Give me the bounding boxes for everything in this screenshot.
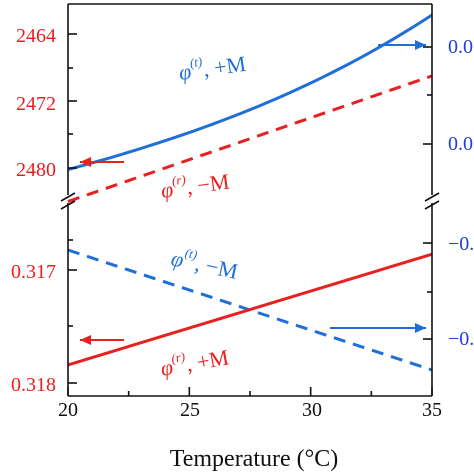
x-tick-label: 30	[302, 399, 322, 421]
left-axis-arrow	[80, 335, 124, 345]
right-tick-label: −0.	[448, 328, 474, 350]
left-tick-label: 0.317	[11, 261, 56, 283]
right-axis-arrow	[378, 40, 426, 50]
axis-break-mark	[424, 192, 440, 210]
series-label: φ(t), +M	[177, 48, 248, 85]
right-tick-label: 0.0	[448, 133, 473, 155]
x-axis-title: Temperature (°C)	[170, 446, 339, 472]
right-tick-label: 0.0	[448, 36, 473, 58]
left-tick-label: 2480	[16, 159, 56, 181]
left-axis-arrow	[80, 157, 124, 167]
series-lines	[67, 13, 433, 372]
x-tick-label: 25	[180, 399, 200, 421]
left-tick-label: 0.318	[11, 374, 56, 396]
series-line	[67, 13, 433, 172]
right-axis-arrow	[330, 323, 426, 333]
axis-ticks	[67, 33, 433, 396]
series-line	[67, 74, 433, 203]
left-tick-label: 2464	[16, 25, 56, 47]
x-tick-label: 20	[58, 399, 78, 421]
x-tick-label: 35	[422, 399, 442, 421]
series-label: φ(t), −M	[169, 243, 241, 284]
series-label: φ(r), −M	[159, 166, 231, 203]
right-tick-label: −0.	[448, 233, 474, 255]
series-label: φ(r), +M	[158, 341, 231, 381]
axes-frame	[60, 3, 440, 397]
axis-break-mark	[60, 192, 76, 210]
left-tick-label: 2472	[16, 93, 56, 115]
series-line	[67, 252, 433, 367]
series-axis-arrows	[80, 40, 426, 345]
